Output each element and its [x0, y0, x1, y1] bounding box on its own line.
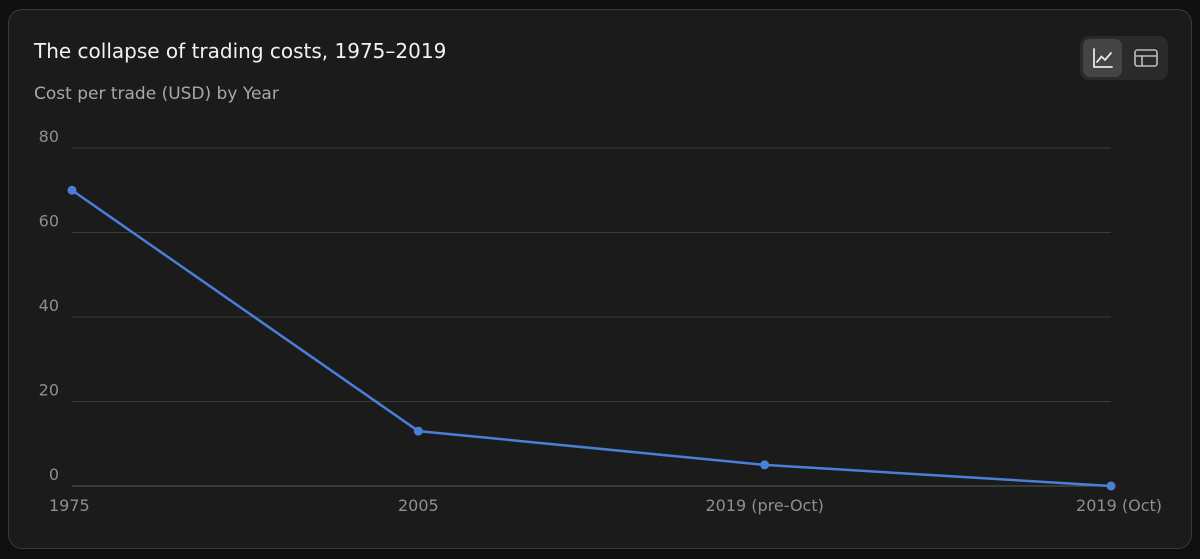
x-tick-label: 2005: [398, 496, 439, 515]
line-chart: 0 20 40 60 80 1975 2005 2019 (pre-Oct) 2019 (Oct…: [39, 127, 1162, 515]
x-tick-label: 2019 (pre-Oct): [705, 496, 823, 515]
data-point: [1106, 481, 1116, 491]
line-chart-icon: [1092, 48, 1113, 68]
x-tick-label: 1975: [49, 496, 90, 515]
line-chart-view-button[interactable]: [1083, 39, 1122, 77]
x-tick-label: 2019 (Oct): [1076, 496, 1162, 515]
series-line: [70, 189, 1113, 488]
table-icon: [1133, 49, 1158, 67]
view-toggle: [1080, 36, 1168, 80]
data-point: [67, 185, 77, 195]
y-tick-label: 0: [49, 465, 59, 484]
y-tick-label: 80: [39, 127, 59, 146]
chart-card: The collapse of trading costs, 1975–2019…: [8, 9, 1192, 549]
y-tick-label: 60: [39, 212, 59, 231]
y-tick-label: 20: [39, 381, 59, 400]
data-point: [413, 426, 423, 436]
chart-title: The collapse of trading costs, 1975–2019: [34, 39, 447, 63]
y-tick-label: 40: [39, 296, 59, 315]
data-point: [760, 460, 770, 470]
table-view-button[interactable]: [1126, 39, 1165, 77]
chart-subtitle: Cost per trade (USD) by Year: [34, 84, 279, 104]
